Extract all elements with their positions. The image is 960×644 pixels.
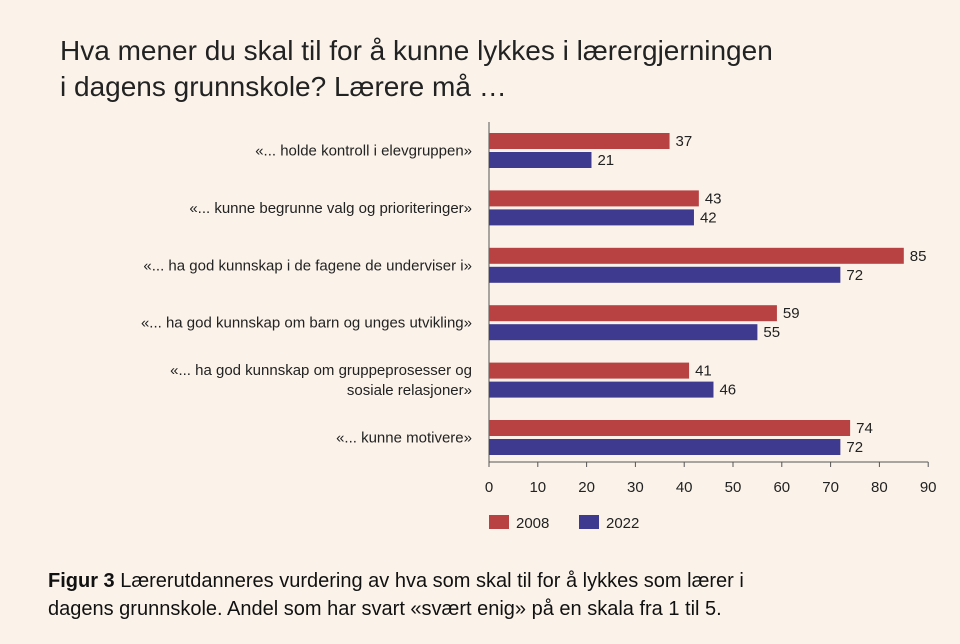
caption-label: Figur 3	[48, 570, 115, 592]
data-label-2022: 42	[700, 209, 717, 226]
x-tick-label: 80	[871, 479, 888, 496]
data-label-2022: 72	[846, 439, 863, 456]
category-label: «... kunne begrunne valg og prioritering…	[189, 200, 472, 217]
category-label: «... ha god kunnskap om barn og unges ut…	[141, 315, 472, 332]
data-label-2022: 72	[846, 267, 863, 284]
figure-caption: Figur 3 Lærerutdanneres vurdering av hva…	[48, 567, 928, 623]
chart-title-line-1: Hva mener du skal til for å kunne lykkes…	[60, 35, 773, 66]
bar-2008	[489, 362, 690, 379]
legend-label-2008: 2008	[516, 515, 549, 532]
data-label-2008: 43	[705, 190, 722, 207]
bar-2008	[489, 420, 851, 436]
x-tick-label: 70	[822, 479, 839, 496]
data-label-2008: 41	[695, 363, 712, 380]
category-label: «... kunne motivere»	[336, 430, 472, 447]
data-label-2008: 37	[676, 133, 693, 150]
data-label-2008: 59	[783, 305, 800, 322]
legend-swatch-2008	[489, 515, 509, 529]
chart-title-line-2: i dagens grunnskole? Lærere må …	[60, 71, 507, 102]
bar-2008	[489, 305, 777, 322]
bar-2008	[489, 247, 904, 264]
x-tick-label: 30	[627, 479, 644, 496]
bar-2008	[489, 133, 670, 149]
bar-2022	[489, 152, 592, 168]
x-tick-label: 10	[529, 479, 546, 496]
x-tick-label: 50	[725, 479, 742, 496]
bar-2022	[489, 324, 758, 341]
data-label-2008: 74	[856, 420, 873, 437]
caption-text-line-2: dagens grunnskole. Andel som har svart «…	[48, 598, 722, 620]
data-label-2022: 21	[597, 152, 614, 169]
category-label: sosiale relasjoner»	[347, 382, 472, 399]
x-tick-label: 40	[676, 479, 693, 496]
x-tick-label: 90	[920, 479, 937, 496]
category-label: «... ha god kunnskap om gruppeprosesser …	[170, 362, 472, 379]
x-tick-label: 60	[773, 479, 790, 496]
bar-2022	[489, 209, 694, 226]
category-label: «... holde kontroll i elevgruppen»	[255, 143, 472, 160]
bar-chart: 0 10 20 30 40 50 60 70 80 90 37 21 «... holde kontro…	[141, 122, 937, 532]
bar-2022	[489, 381, 714, 398]
data-label-2008: 85	[910, 248, 927, 265]
legend-label-2022: 2022	[606, 515, 639, 532]
chart-title: Hva mener du skal til for å kunne lykkes…	[60, 33, 920, 105]
legend-swatch-2022	[579, 515, 599, 529]
bar-2022	[489, 439, 841, 455]
caption-text-line-1: Lærerutdanneres vurdering av hva som ska…	[114, 570, 744, 592]
x-tick-label: 20	[578, 479, 595, 496]
data-label-2022: 55	[763, 324, 780, 341]
bar-2008	[489, 190, 699, 207]
bar-2022	[489, 266, 841, 283]
data-label-2022: 46	[719, 382, 736, 399]
x-tick-label: 0	[485, 479, 493, 496]
category-label: «... ha god kunnskap i de fagene de unde…	[143, 257, 472, 274]
